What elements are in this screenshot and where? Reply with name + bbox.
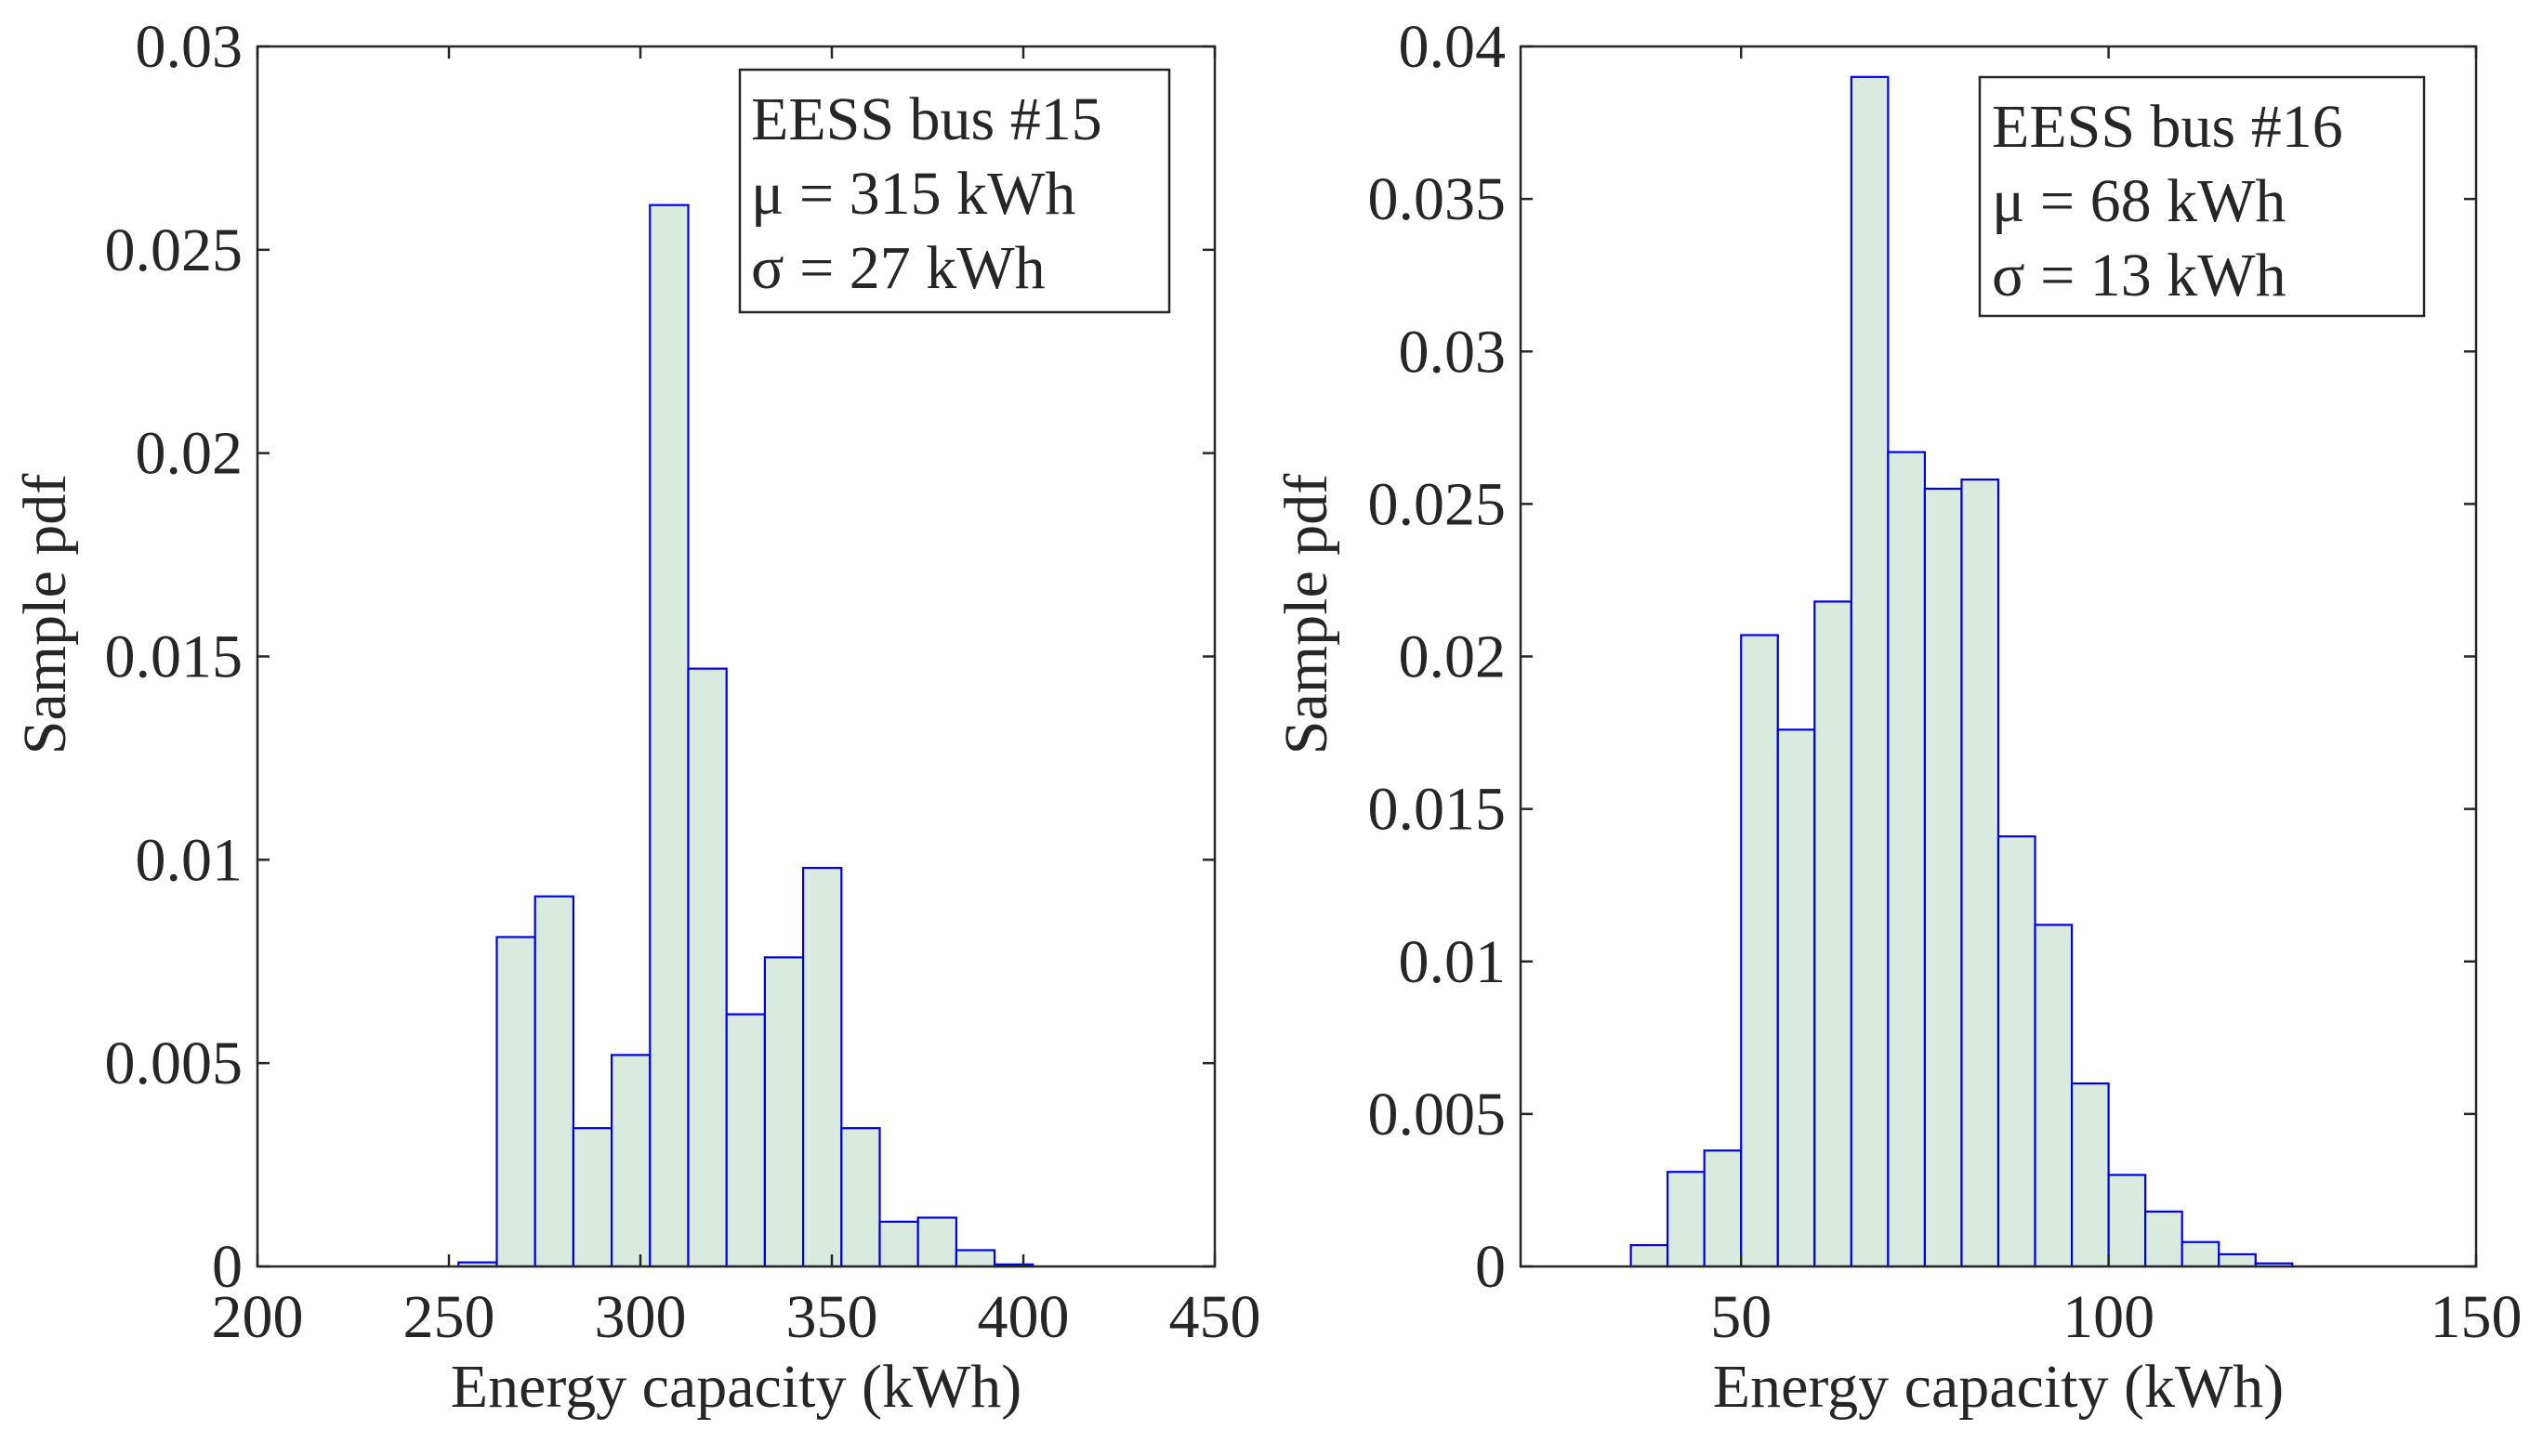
histogram-bar: [840, 1127, 881, 1268]
y-tick-label: 0.005: [1368, 1081, 1507, 1148]
histogram-bar: [878, 1220, 919, 1268]
histogram-bar: [1776, 728, 1816, 1268]
histogram-bar: [1960, 479, 2000, 1268]
histogram-bar: [916, 1216, 958, 1268]
histogram-bar: [1813, 600, 1852, 1268]
y-tick-label: 0.02: [136, 420, 244, 488]
histogram-bar: [763, 956, 805, 1268]
y-tick-label: 0.015: [105, 623, 244, 691]
histogram-bar: [2218, 1253, 2257, 1268]
histogram-bar: [649, 203, 690, 1268]
legend-frame: [1978, 75, 2426, 318]
y-tick-label: 0.01: [136, 826, 244, 894]
histogram-bar: [1629, 1243, 1669, 1268]
histogram-bar: [534, 895, 575, 1268]
chart-left: 200 250 300 350 400 450 0 0.005 0.01 0.015 0.02 0.…: [11, 13, 1261, 1421]
histogram-bar: [1667, 1171, 1706, 1268]
histogram-bar: [2181, 1240, 2220, 1268]
x-tick-label: 300: [595, 1283, 687, 1351]
y-tick-label: 0.02: [1399, 623, 1507, 691]
histogram-bar: [1703, 1149, 1743, 1268]
x-axis-label: Energy capacity (kWh): [1713, 1353, 2285, 1421]
y-axis-label: Sample pdf: [11, 474, 79, 754]
histogram-bars: [457, 203, 1034, 1268]
x-ticks: 200 250 300 350 400 450: [212, 46, 1261, 1351]
x-tick-label: 150: [2431, 1283, 2523, 1351]
histogram-bar: [2034, 924, 2074, 1268]
y-ticks: 0 0.005 0.01 0.015 0.02 0.025 0.03 0.035 0.04: [1368, 13, 2476, 1301]
y-ticks: 0 0.005 0.01 0.015 0.02 0.025 0.03: [105, 13, 1215, 1301]
y-tick-label: 0.03: [1399, 318, 1507, 386]
y-tick-label: 0.01: [1399, 928, 1507, 996]
y-axis-label: Sample pdf: [1272, 474, 1340, 754]
histogram-bar: [955, 1249, 996, 1268]
legend-std: σ = 13 kWh: [1992, 242, 2286, 309]
legend-mean: μ = 68 kWh: [1992, 167, 2286, 235]
x-tick-label: 450: [1169, 1283, 1261, 1351]
y-tick-label: 0.015: [1368, 776, 1507, 844]
histogram-bar: [2070, 1082, 2110, 1268]
y-tick-label: 0.025: [105, 216, 244, 284]
x-axis-label: Energy capacity (kWh): [451, 1353, 1022, 1421]
histogram-bar: [725, 1013, 767, 1268]
chart-right: 50 100 150 0 0.005 0.01 0.015 0.02 0.025 0.03 0.0…: [1272, 13, 2523, 1421]
legend-title: EESS bus #16: [1992, 93, 2343, 161]
y-tick-label: 0: [212, 1233, 243, 1301]
histogram-bar: [495, 936, 536, 1268]
y-tick-label: 0.04: [1399, 13, 1507, 81]
histogram-bar: [1740, 634, 1779, 1268]
x-tick-label: 50: [1710, 1283, 1772, 1351]
x-tick-label: 400: [978, 1283, 1070, 1351]
y-tick-label: 0.03: [136, 13, 244, 81]
y-tick-label: 0.005: [105, 1030, 244, 1097]
histogram-bar: [2107, 1174, 2147, 1268]
legend-std: σ = 27 kWh: [751, 234, 1046, 302]
histogram-bar: [1850, 75, 1890, 1268]
x-tick-label: 250: [403, 1283, 495, 1351]
x-tick-label: 100: [2062, 1283, 2154, 1351]
histogram-bars: [1629, 75, 2294, 1268]
legend-title: EESS bus #15: [751, 85, 1102, 153]
legend-box: EESS bus #16 μ = 68 kWh σ = 13 kWh: [1978, 75, 2426, 318]
legend-box: EESS bus #15 μ = 315 kWh σ = 27 kWh: [738, 68, 1171, 314]
x-tick-label: 350: [786, 1283, 878, 1351]
y-tick-label: 0.025: [1368, 470, 1507, 538]
histogram-bar: [1996, 835, 2036, 1268]
histogram-bar: [687, 667, 728, 1268]
histogram-bar: [610, 1054, 652, 1268]
histogram-bar: [801, 866, 843, 1268]
x-ticks: 50 100 150: [1710, 46, 2523, 1351]
y-tick-label: 0.035: [1368, 165, 1507, 233]
x-tick-label: 200: [212, 1283, 304, 1351]
histogram-bar: [2144, 1210, 2183, 1268]
histogram-bar: [1923, 487, 1963, 1268]
histogram-bar: [572, 1127, 613, 1268]
legend-frame: [738, 68, 1171, 314]
y-tick-label: 0: [1475, 1233, 1506, 1301]
legend-mean: μ = 315 kWh: [751, 160, 1075, 228]
histogram-bar: [1887, 451, 1927, 1268]
